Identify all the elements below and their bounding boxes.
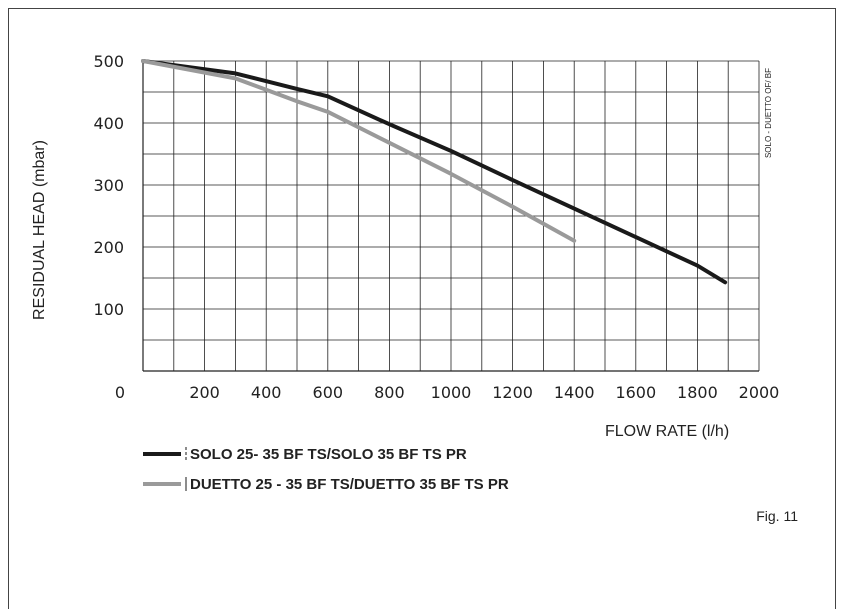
legend-label-duetto: DUETTO 25 - 35 BF TS/DUETTO 35 BF TS PR bbox=[190, 476, 509, 493]
y-tick-label: 100 bbox=[93, 300, 124, 319]
x-tick-label: 1800 bbox=[677, 383, 718, 402]
legend: SOLO 25- 35 BF TS/SOLO 35 BF TS PR DUETT… bbox=[143, 446, 509, 493]
figure-frame bbox=[8, 8, 836, 609]
x-tick-label: 800 bbox=[374, 383, 405, 402]
x-tick-label: 2000 bbox=[739, 383, 780, 402]
legend-label-solo: SOLO 25- 35 BF TS/SOLO 35 BF TS PR bbox=[190, 446, 467, 463]
y-axis-label: RESIDUAL HEAD (mbar) bbox=[31, 140, 48, 320]
side-note: SOLO - DUETTO OF/ BF bbox=[764, 68, 773, 158]
series-line-duetto bbox=[141, 59, 577, 243]
x-tick-label: 400 bbox=[251, 383, 282, 402]
residual-head-chart: 200 400 600 800 1000 1200 1400 1600 1800 20001002… bbox=[31, 52, 798, 524]
chart-grid bbox=[142, 60, 760, 372]
y-tick-label: 400 bbox=[93, 114, 124, 133]
x-tick-label: 1600 bbox=[615, 383, 656, 402]
origin-label: 0 bbox=[115, 383, 125, 402]
x-tick-label: 200 bbox=[189, 383, 220, 402]
x-tick-label: 1200 bbox=[492, 383, 533, 402]
x-tick-label: 1400 bbox=[554, 383, 595, 402]
chart-ticks: 200 400 600 800 1000 1200 1400 1600 1800 20001002… bbox=[93, 52, 779, 402]
y-tick-label: 300 bbox=[93, 176, 124, 195]
series-line-solo bbox=[141, 59, 728, 285]
x-tick-label: 600 bbox=[313, 383, 344, 402]
y-tick-label: 200 bbox=[93, 238, 124, 257]
x-tick-label: 1000 bbox=[431, 383, 472, 402]
figure-label: Fig. 11 bbox=[756, 508, 798, 524]
x-axis-label: FLOW RATE (l/h) bbox=[605, 423, 729, 440]
y-tick-label: 500 bbox=[93, 52, 124, 71]
chart-series bbox=[141, 59, 728, 285]
